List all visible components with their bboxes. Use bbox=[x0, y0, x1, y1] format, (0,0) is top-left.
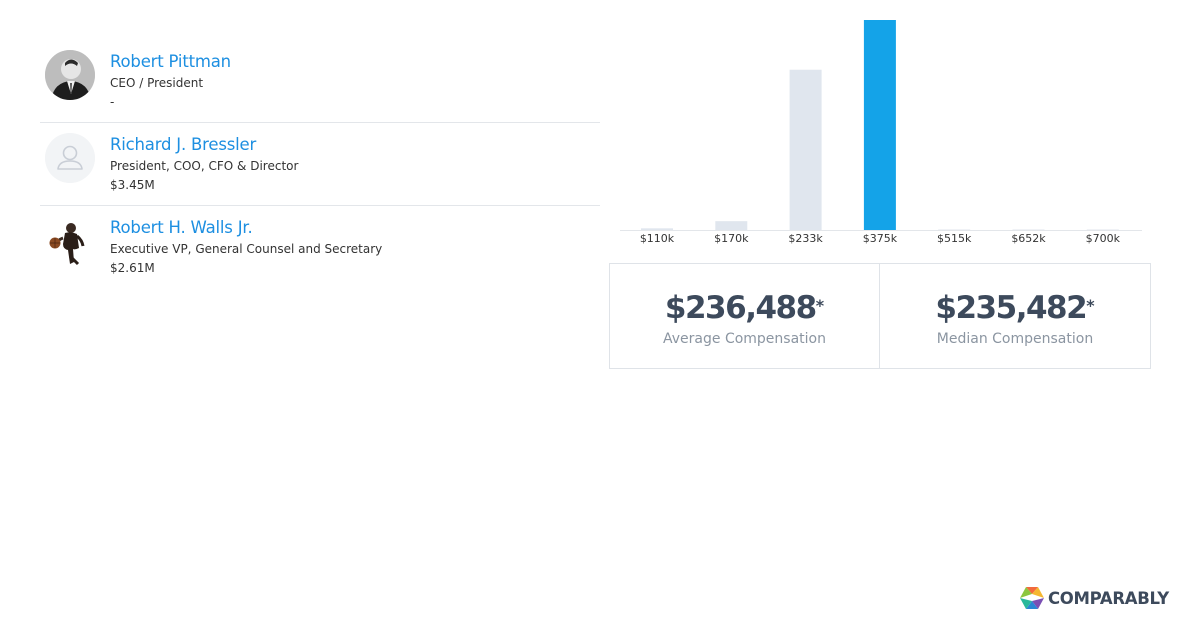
histogram-bar bbox=[715, 221, 748, 230]
comparably-logo-icon bbox=[1020, 587, 1044, 609]
x-tick-label: $515k bbox=[937, 232, 972, 245]
median-compensation-label: Median Compensation bbox=[936, 331, 1094, 347]
brand-name: COMPARABLY bbox=[1048, 589, 1169, 608]
average-compensation-value: $236,488* bbox=[664, 290, 825, 326]
average-compensation-label: Average Compensation bbox=[663, 331, 826, 347]
avatar[interactable] bbox=[45, 216, 95, 266]
compensation-histogram: $110k $170k $233k $375k $515k $652k $700k bbox=[610, 20, 1150, 250]
executive-name[interactable]: Richard J. Bressler bbox=[110, 135, 257, 154]
histogram-bar bbox=[789, 69, 822, 230]
asterisk: * bbox=[815, 296, 825, 315]
person-placeholder-icon[interactable] bbox=[45, 133, 95, 183]
x-tick-label: $170k bbox=[714, 232, 749, 245]
asterisk: * bbox=[1086, 296, 1095, 315]
avatar[interactable] bbox=[45, 50, 95, 100]
executive-card[interactable]: Robert Pittman CEO / President - bbox=[40, 40, 600, 123]
histogram-bar bbox=[938, 229, 971, 230]
x-tick-label: $652k bbox=[1011, 232, 1046, 245]
histogram-bar bbox=[1086, 229, 1119, 230]
executive-card[interactable]: Robert H. Walls Jr. Executive VP, Genera… bbox=[40, 206, 600, 289]
x-tick-label: $233k bbox=[788, 232, 823, 245]
executive-compensation: $2.61M bbox=[110, 261, 155, 275]
executive-title: President, COO, CFO & Director bbox=[110, 159, 299, 173]
executive-name[interactable]: Robert H. Walls Jr. bbox=[110, 218, 253, 237]
histogram-bar bbox=[1012, 229, 1045, 230]
median-compensation-card: $235,482* Median Compensation bbox=[879, 263, 1151, 369]
executive-name[interactable]: Robert Pittman bbox=[110, 52, 231, 71]
average-compensation-card: $236,488* Average Compensation bbox=[609, 263, 880, 369]
x-tick-label: $700k bbox=[1086, 232, 1121, 245]
executive-card[interactable]: Richard J. Bressler President, COO, CFO … bbox=[40, 123, 600, 206]
executive-title: Executive VP, General Counsel and Secret… bbox=[110, 242, 383, 256]
executive-compensation: - bbox=[110, 95, 115, 109]
histogram-svg: $110k $170k $233k $375k $515k $652k $700k bbox=[620, 20, 1142, 245]
x-tick-label: $110k bbox=[640, 232, 675, 245]
x-tick-label: $375k bbox=[863, 232, 898, 245]
executive-compensation: $3.45M bbox=[110, 178, 155, 192]
executive-title: CEO / President bbox=[110, 76, 204, 90]
histogram-bar bbox=[641, 228, 673, 230]
histogram-bar bbox=[863, 20, 896, 230]
median-compensation-value: $235,482* bbox=[935, 290, 1095, 326]
executive-list: Robert Pittman CEO / President - Richard… bbox=[40, 40, 600, 289]
